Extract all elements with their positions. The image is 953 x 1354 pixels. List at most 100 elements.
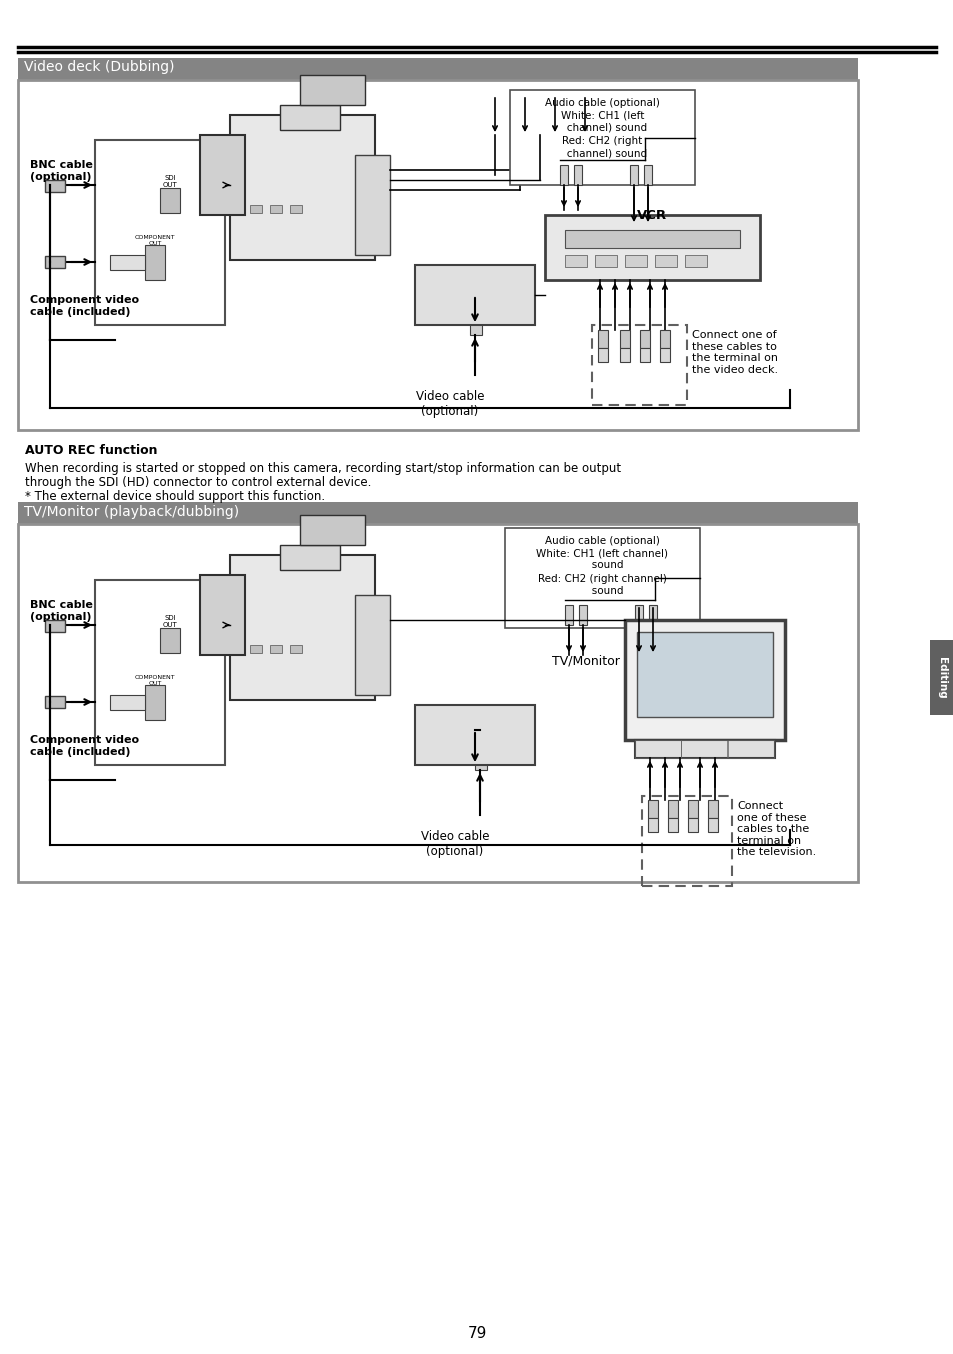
Bar <box>18 80 857 431</box>
Circle shape <box>204 597 240 634</box>
Bar <box>355 154 390 255</box>
Circle shape <box>361 202 377 218</box>
Text: Red: CH2 (right channel): Red: CH2 (right channel) <box>537 574 666 584</box>
Circle shape <box>212 605 232 626</box>
Bar <box>659 348 669 362</box>
Bar <box>707 818 718 831</box>
Circle shape <box>419 720 450 750</box>
Circle shape <box>118 173 142 196</box>
Bar <box>45 180 65 192</box>
Circle shape <box>102 597 158 653</box>
Bar <box>564 230 740 248</box>
Circle shape <box>427 287 442 303</box>
Bar <box>18 58 857 80</box>
Text: AUTO REC function: AUTO REC function <box>25 444 157 458</box>
Text: TV/Monitor: TV/Monitor <box>552 655 619 668</box>
Bar <box>564 605 573 626</box>
Bar <box>598 348 607 362</box>
Circle shape <box>204 157 240 194</box>
Text: Video cable
(optional): Video cable (optional) <box>420 830 489 858</box>
Bar <box>635 741 774 758</box>
Bar <box>655 255 677 267</box>
Bar <box>45 256 65 268</box>
Circle shape <box>419 280 450 310</box>
Text: COMPONENT: COMPONENT <box>134 236 175 240</box>
Bar <box>45 620 65 632</box>
Bar <box>470 295 481 334</box>
Text: White: CH1 (left: White: CH1 (left <box>560 110 643 121</box>
Text: COMPONENT: COMPONENT <box>134 676 175 680</box>
Bar <box>647 818 658 831</box>
Circle shape <box>193 588 250 643</box>
Circle shape <box>361 603 377 617</box>
Circle shape <box>456 727 473 743</box>
Bar <box>641 796 731 886</box>
Text: TV/Monitor (playback/dubbing): TV/Monitor (playback/dubbing) <box>24 505 239 519</box>
Circle shape <box>361 642 377 658</box>
Bar <box>639 348 649 362</box>
Circle shape <box>125 180 135 190</box>
Bar <box>250 645 262 653</box>
Bar <box>280 546 339 570</box>
Text: BNC cable
(optional): BNC cable (optional) <box>30 160 92 181</box>
Bar <box>230 555 375 700</box>
Circle shape <box>456 287 473 303</box>
Bar <box>95 580 225 765</box>
Bar <box>647 800 658 818</box>
Bar <box>637 632 772 718</box>
Circle shape <box>450 720 479 750</box>
Text: White: CH1 (left channel): White: CH1 (left channel) <box>536 548 668 558</box>
Text: OUT: OUT <box>162 621 177 628</box>
Bar <box>415 265 535 325</box>
Bar <box>160 188 180 213</box>
Text: SDI: SDI <box>164 175 175 181</box>
Bar <box>355 594 390 695</box>
Circle shape <box>479 720 510 750</box>
Text: channel) sound: channel) sound <box>557 122 647 131</box>
Bar <box>230 115 375 260</box>
Bar <box>250 204 262 213</box>
Bar <box>475 730 486 770</box>
Text: sound: sound <box>581 561 622 570</box>
Bar <box>624 255 646 267</box>
Circle shape <box>479 280 510 310</box>
Bar <box>290 645 302 653</box>
Text: Component video
cable (included): Component video cable (included) <box>30 295 139 317</box>
Bar <box>18 524 857 881</box>
Bar <box>544 215 760 280</box>
Bar <box>564 255 586 267</box>
Text: Video deck (Dubbing): Video deck (Dubbing) <box>24 60 174 74</box>
Bar <box>667 818 678 831</box>
Text: OUT: OUT <box>148 241 161 246</box>
Circle shape <box>193 148 250 203</box>
Bar <box>629 165 638 185</box>
Bar <box>200 575 245 655</box>
Circle shape <box>361 181 377 198</box>
Bar <box>727 741 773 758</box>
Bar <box>110 255 145 269</box>
Bar <box>639 330 649 348</box>
Circle shape <box>118 613 142 636</box>
Bar <box>95 139 225 325</box>
Bar <box>280 106 339 130</box>
Bar <box>619 348 629 362</box>
Bar <box>299 515 365 546</box>
Text: Video cable
(optional): Video cable (optional) <box>416 390 484 418</box>
Bar <box>595 255 617 267</box>
Bar <box>624 620 784 741</box>
Text: OUT: OUT <box>148 681 161 686</box>
Text: Component video
cable (included): Component video cable (included) <box>30 735 139 757</box>
Bar <box>643 165 651 185</box>
Bar <box>504 528 700 628</box>
Circle shape <box>361 621 377 638</box>
Circle shape <box>361 162 377 177</box>
Text: Connect one of
these cables to
the terminal on
the video deck.: Connect one of these cables to the termi… <box>691 330 778 375</box>
Bar <box>635 605 642 626</box>
Circle shape <box>212 165 232 185</box>
Text: through the SDI (HD) connector to control external device.: through the SDI (HD) connector to contro… <box>25 477 371 489</box>
Bar <box>510 89 695 185</box>
Bar <box>160 628 180 653</box>
Bar <box>290 204 302 213</box>
Text: BNC cable
(optional): BNC cable (optional) <box>30 600 92 621</box>
Text: * The external device should support this function.: * The external device should support thi… <box>25 490 325 502</box>
